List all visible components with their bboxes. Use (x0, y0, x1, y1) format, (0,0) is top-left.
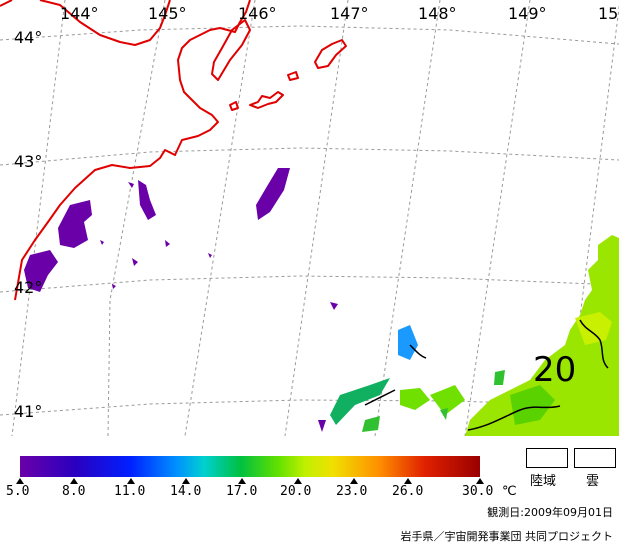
graticule (0, 0, 619, 436)
land-legend-swatch (526, 448, 568, 468)
parallel-44 (0, 25, 619, 45)
sst-patches (24, 168, 619, 436)
sst-dots (100, 182, 338, 432)
parallel-43 (0, 147, 619, 166)
colorbar-tick-mark (350, 478, 358, 484)
contour-label: 20 (533, 350, 576, 390)
coastline-hokkaido-east (14, 0, 251, 301)
colorbar-tick-mark (16, 478, 24, 484)
colorbar-tick-label: 30.0 (462, 484, 494, 499)
map-canvas: 20 (0, 0, 619, 436)
lon-label-150: 15 (598, 4, 619, 23)
cloud-legend-swatch (574, 448, 616, 468)
shikotan-island (314, 39, 347, 69)
sst-patch-mid (400, 385, 465, 415)
small-islet (229, 101, 239, 111)
colorbar-tick-mark (238, 478, 246, 484)
sst-patch-146 (256, 168, 290, 220)
colorbar-tick-label: 14.0 (170, 484, 202, 499)
temperature-colorbar (20, 456, 480, 477)
colorbar-tick-label: 20.0 (280, 484, 312, 499)
land-legend-label: 陸域 (530, 474, 557, 489)
lon-label-149: 149° (508, 4, 547, 23)
isotherm-line-3 (364, 389, 396, 406)
lat-label-41: 41° (14, 402, 43, 421)
sst-patch-warm (465, 235, 619, 436)
isotherm-line-2 (467, 405, 561, 431)
lon-label-147: 147° (330, 4, 369, 23)
colorbar-tick-label: 26.0 (392, 484, 424, 499)
sst-patch-145 (138, 180, 156, 220)
colorbar-tick-mark (127, 478, 135, 484)
lat-label-42: 42° (14, 278, 43, 297)
coastline-hokkaido-north (0, 0, 171, 46)
meridian-148 (374, 0, 441, 436)
colorbar-tick-mark (294, 478, 302, 484)
colorbar-tick-mark (404, 478, 412, 484)
colorbar-tick-label: 5.0 (6, 484, 30, 499)
colorbar-tick-label: 23.0 (336, 484, 368, 499)
coastline (0, 0, 347, 301)
colorbar-unit: ℃ (502, 484, 517, 499)
lat-label-43: 43° (14, 152, 43, 171)
meridian-146 (184, 0, 256, 436)
lon-label-148: 148° (418, 4, 457, 23)
colorbar-tick-label: 17.0 (226, 484, 258, 499)
shikotan-islet (287, 71, 299, 81)
sst-patch-yellowgreen (575, 312, 612, 345)
colorbar-tick-label: 11.0 (114, 484, 146, 499)
sst-dots-warm (362, 370, 505, 432)
habomai-islands (249, 91, 284, 109)
isotherm-20 (364, 319, 609, 431)
sst-patch-blue (398, 325, 418, 360)
sst-map: 20 144° 145° 146° 147° 148° 149° 15 44° … (0, 0, 619, 436)
lon-label-144: 144° (60, 4, 99, 23)
meridian-144 (11, 0, 66, 436)
meridian-149 (464, 0, 531, 436)
sst-patch-west (58, 200, 92, 248)
isotherm-line-4 (409, 344, 427, 359)
project-credit: 岩手県／宇宙開発事業団 共同プロジェクト (400, 530, 614, 543)
meridian-147 (284, 0, 349, 436)
lon-label-146: 146° (238, 4, 277, 23)
observation-date: 観測日:2009年09月01日 (487, 506, 613, 519)
colorbar-tick-label: 8.0 (62, 484, 86, 499)
cloud-legend-label: 雲 (586, 474, 600, 489)
lat-label-44: 44° (14, 28, 43, 47)
sst-patch-teal (330, 378, 390, 425)
sst-patch-coast (24, 250, 58, 292)
kunashiri-island (211, 19, 251, 81)
meridian-145 (107, 0, 166, 436)
isotherm-line-1 (579, 319, 609, 369)
parallel-42 (0, 275, 619, 293)
sst-patch-green (510, 385, 555, 425)
colorbar-tick-mark (70, 478, 78, 484)
colorbar-tick-mark (476, 478, 484, 484)
lon-label-145: 145° (148, 4, 187, 23)
colorbar-tick-mark (182, 478, 190, 484)
